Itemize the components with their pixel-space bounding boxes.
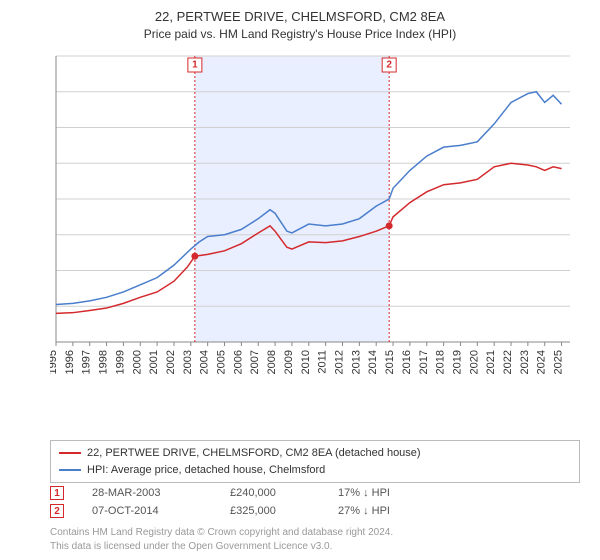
sale-dot bbox=[191, 253, 198, 260]
sales-row-marker: 2 bbox=[50, 504, 64, 518]
x-tick-label: 1997 bbox=[81, 350, 93, 374]
legend-row: HPI: Average price, detached house, Chel… bbox=[59, 462, 571, 479]
footer-line-2: This data is licensed under the Open Gov… bbox=[50, 540, 580, 554]
sale-marker-number: 1 bbox=[192, 60, 198, 71]
sales-row-marker: 1 bbox=[50, 486, 64, 500]
y-tick-label: £100K bbox=[50, 301, 51, 313]
y-tick-label: £400K bbox=[50, 194, 51, 206]
legend-swatch bbox=[59, 452, 81, 454]
legend-label: 22, PERTWEE DRIVE, CHELMSFORD, CM2 8EA (… bbox=[87, 445, 421, 462]
x-tick-label: 2003 bbox=[182, 350, 194, 374]
x-tick-label: 2019 bbox=[451, 350, 463, 374]
chart-subtitle: Price paid vs. HM Land Registry's House … bbox=[0, 26, 600, 43]
x-tick-label: 2006 bbox=[232, 350, 244, 374]
sales-row-date: 28-MAR-2003 bbox=[92, 487, 202, 499]
x-tick-label: 2007 bbox=[249, 350, 261, 374]
x-tick-label: 1999 bbox=[114, 350, 126, 374]
chart-title: 22, PERTWEE DRIVE, CHELMSFORD, CM2 8EA bbox=[0, 0, 600, 26]
chart-svg: £0£100K£200K£300K£400K£500K£600K£700K£80… bbox=[50, 50, 580, 390]
legend: 22, PERTWEE DRIVE, CHELMSFORD, CM2 8EA (… bbox=[50, 440, 580, 483]
y-tick-label: £500K bbox=[50, 158, 51, 170]
y-tick-label: £800K bbox=[50, 51, 51, 63]
footer-attribution: Contains HM Land Registry data © Crown c… bbox=[50, 526, 580, 554]
y-tick-label: £700K bbox=[50, 87, 51, 99]
x-tick-label: 2009 bbox=[283, 350, 295, 374]
x-tick-label: 2001 bbox=[148, 350, 160, 374]
y-tick-label: £600K bbox=[50, 123, 51, 135]
x-tick-label: 2010 bbox=[300, 350, 312, 374]
x-tick-label: 1998 bbox=[98, 350, 110, 374]
sales-table: 1 28-MAR-2003 £240,000 17% ↓ HPI 2 07-OCT-201… bbox=[50, 484, 580, 520]
x-tick-label: 2025 bbox=[553, 350, 565, 374]
legend-row: 22, PERTWEE DRIVE, CHELMSFORD, CM2 8EA (… bbox=[59, 445, 571, 462]
footer-line-1: Contains HM Land Registry data © Crown c… bbox=[50, 526, 580, 540]
chart-container: 22, PERTWEE DRIVE, CHELMSFORD, CM2 8EA P… bbox=[0, 0, 600, 560]
x-tick-label: 2005 bbox=[216, 350, 228, 374]
x-tick-label: 2024 bbox=[536, 350, 548, 374]
sales-row-price: £325,000 bbox=[230, 505, 310, 517]
x-tick-label: 2012 bbox=[333, 350, 345, 374]
sales-row: 1 28-MAR-2003 £240,000 17% ↓ HPI bbox=[50, 484, 580, 502]
sales-row-delta: 27% ↓ HPI bbox=[338, 505, 390, 517]
sales-row-date: 07-OCT-2014 bbox=[92, 505, 202, 517]
x-tick-label: 2004 bbox=[199, 350, 211, 374]
x-tick-label: 2022 bbox=[502, 350, 514, 374]
x-tick-label: 1996 bbox=[64, 350, 76, 374]
sale-marker-number: 2 bbox=[386, 60, 392, 71]
y-tick-label: £300K bbox=[50, 230, 51, 242]
legend-swatch bbox=[59, 469, 81, 471]
x-tick-label: 2016 bbox=[401, 350, 413, 374]
sales-row-price: £240,000 bbox=[230, 487, 310, 499]
x-tick-label: 2021 bbox=[485, 350, 497, 374]
x-tick-label: 2020 bbox=[468, 350, 480, 374]
x-tick-label: 2011 bbox=[317, 350, 329, 374]
x-tick-label: 2008 bbox=[266, 350, 278, 374]
sales-row-delta: 17% ↓ HPI bbox=[338, 487, 390, 499]
x-tick-label: 2017 bbox=[418, 350, 430, 374]
x-tick-label: 2000 bbox=[131, 350, 143, 374]
x-tick-label: 2023 bbox=[519, 350, 531, 374]
sales-row: 2 07-OCT-2014 £325,000 27% ↓ HPI bbox=[50, 502, 580, 520]
y-tick-label: £200K bbox=[50, 266, 51, 278]
x-tick-label: 1995 bbox=[50, 350, 59, 374]
legend-label: HPI: Average price, detached house, Chel… bbox=[87, 462, 325, 479]
x-tick-label: 2014 bbox=[367, 350, 379, 374]
x-tick-label: 2018 bbox=[435, 350, 447, 374]
x-tick-label: 2015 bbox=[384, 350, 396, 374]
x-tick-label: 2002 bbox=[165, 350, 177, 374]
sale-dot bbox=[386, 222, 393, 229]
x-tick-label: 2013 bbox=[350, 350, 362, 374]
